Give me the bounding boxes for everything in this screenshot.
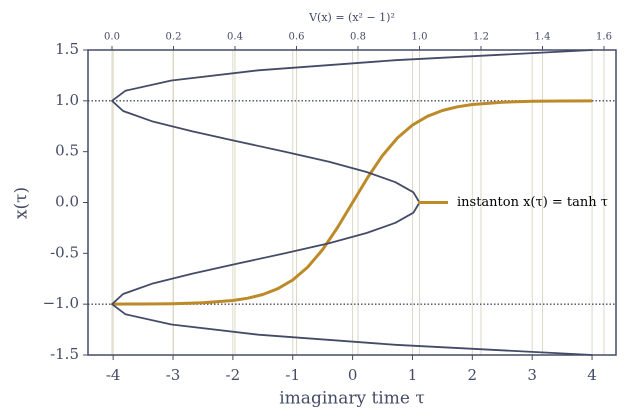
y-tick-label: -1.5	[50, 345, 79, 363]
top-tick-label: 0.4	[227, 32, 243, 43]
legend-label: instanton x(τ) = tanh τ	[457, 195, 608, 210]
y-tick-label: 0.0	[55, 193, 79, 211]
top-tick-label: 0.0	[104, 32, 120, 43]
top-tick-label: 0.8	[350, 32, 366, 43]
x-tick-label: -1	[285, 366, 300, 384]
top-tick-label: 1.6	[596, 32, 612, 43]
x-tick-label: 1	[408, 366, 418, 384]
y-tick-label: 1.5	[55, 40, 79, 58]
y-axis-label: x(τ)	[12, 187, 32, 219]
y-tick-label: −1.0	[43, 294, 79, 312]
x-tick-label: 0	[348, 366, 358, 384]
x-tick-label: -2	[226, 366, 241, 384]
y-tick-label: -0.5	[50, 243, 79, 261]
top-tick-label: 1.4	[535, 32, 551, 43]
top-axis-label: V(x) = (x² − 1)²	[308, 11, 395, 24]
series-line	[113, 99, 593, 306]
x-tick-label: 2	[468, 366, 478, 384]
x-tick-label: 3	[527, 366, 537, 384]
top-tick-label: 0.2	[166, 32, 182, 43]
top-tick-label: 1.2	[473, 32, 489, 43]
top-tick-label: 1.0	[412, 32, 428, 43]
y-tick-label: 0.5	[55, 142, 79, 160]
x-axis-label: imaginary time τ	[279, 389, 425, 409]
y-tick-label: 1.0	[55, 91, 79, 109]
top-tick-label: 0.6	[289, 32, 305, 43]
x-tick-label: -3	[166, 366, 181, 384]
x-tick-label: 4	[587, 366, 597, 384]
plot-frame	[87, 49, 617, 356]
x-tick-label: -4	[106, 366, 121, 384]
